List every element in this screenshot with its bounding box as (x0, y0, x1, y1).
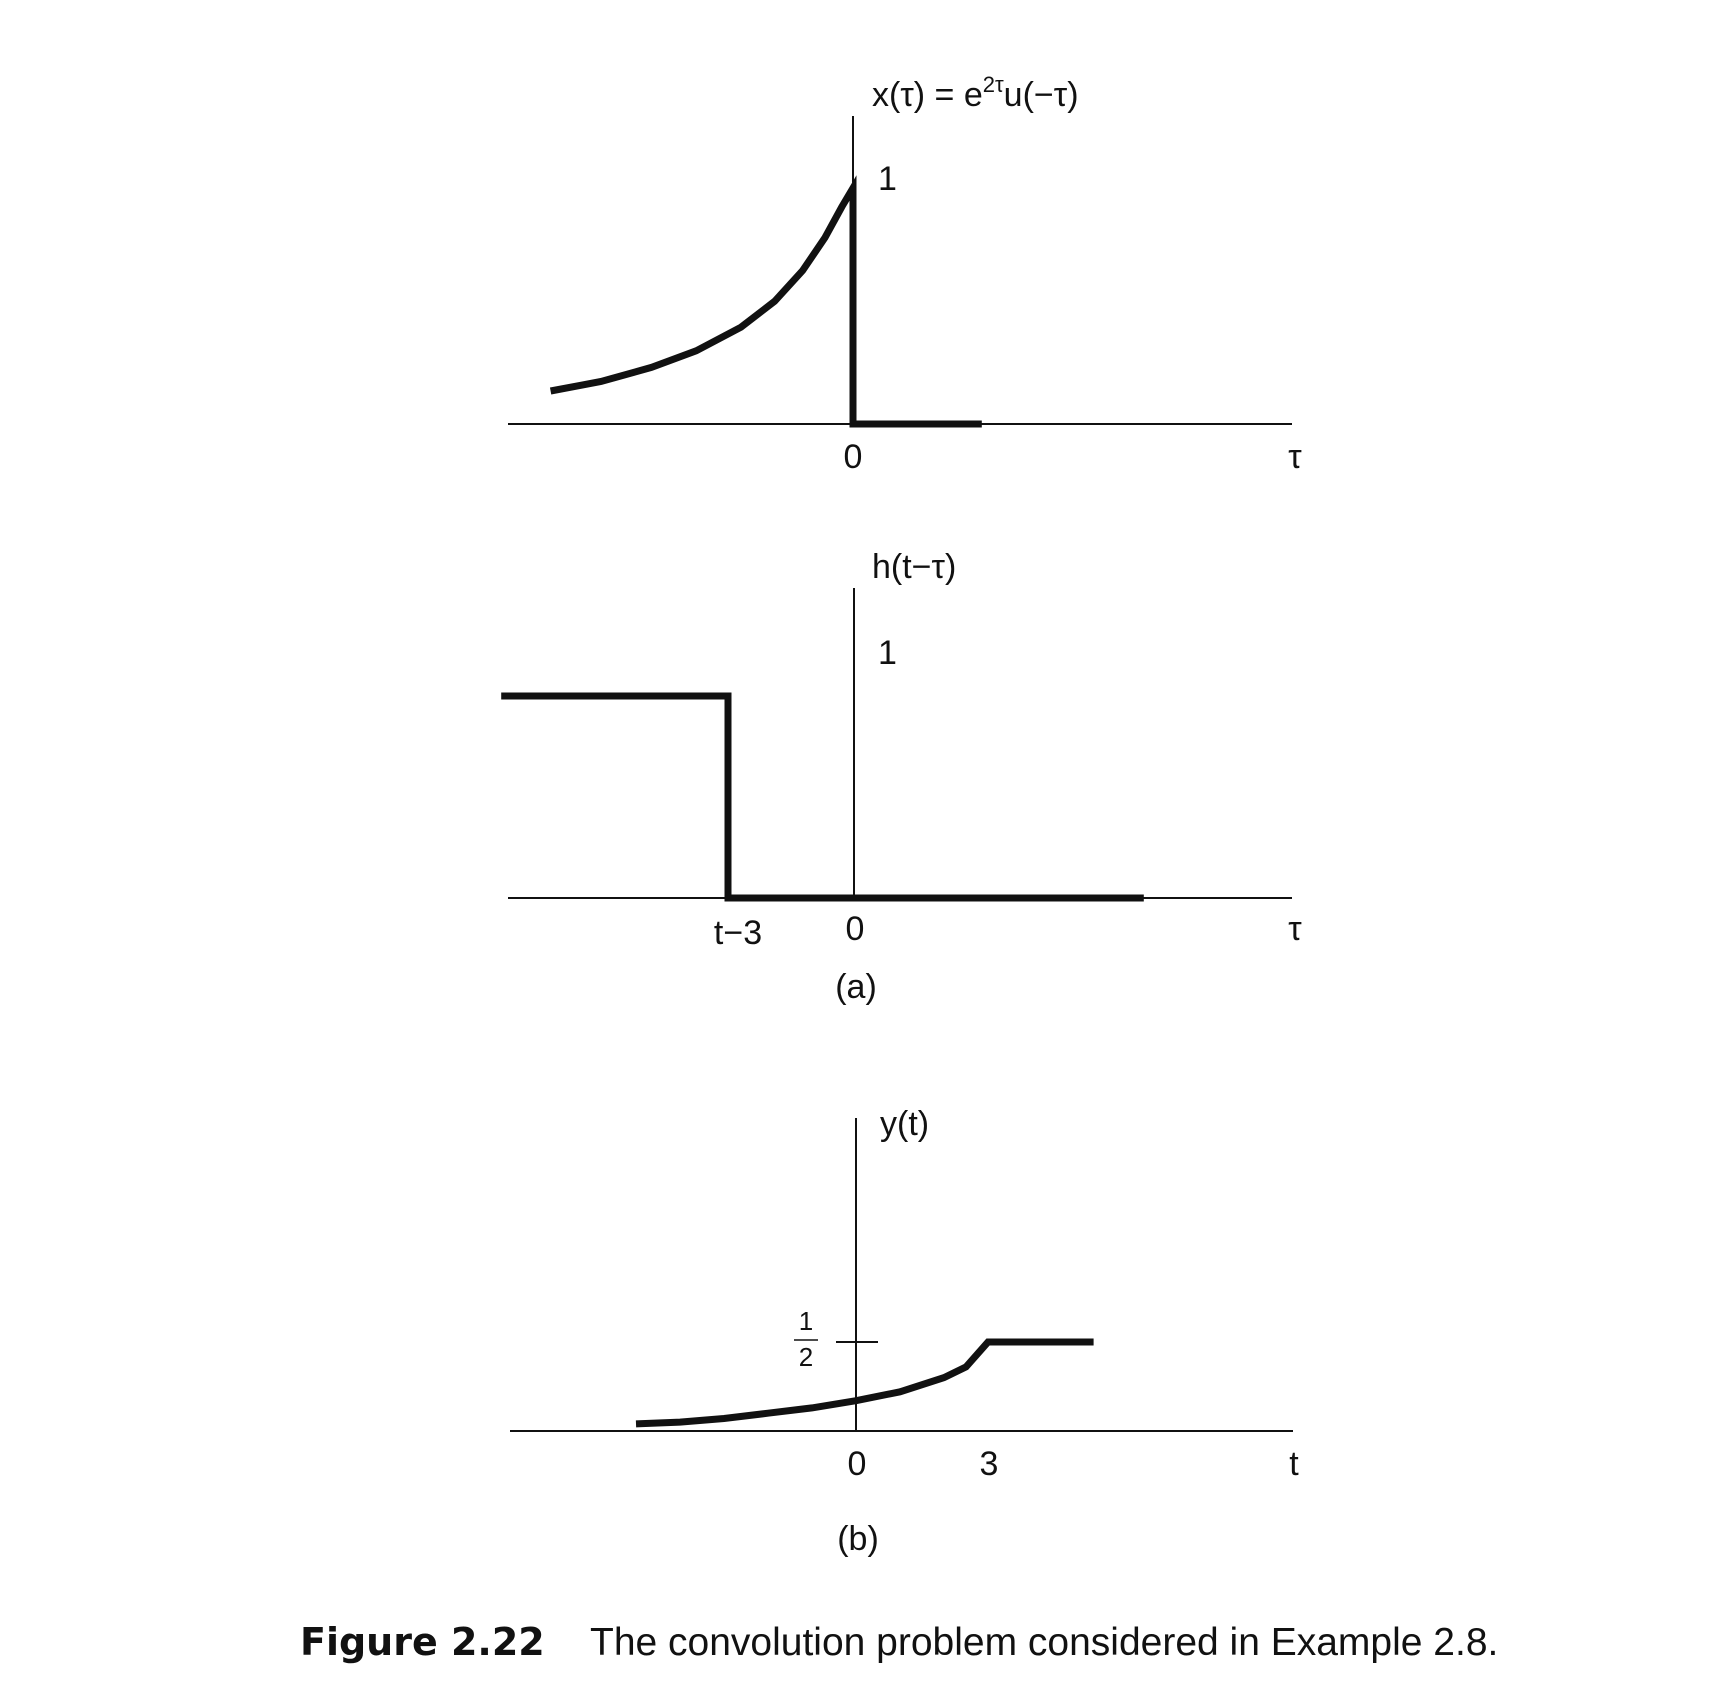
x-axis-label-tau: τ (1288, 438, 1302, 476)
panel-x-title: x(τ) = e2τu(−τ) (872, 72, 1079, 114)
panel-y-t: y(t) 1 2 0 3 t (b) (510, 1105, 1299, 1558)
x-axis-label-tau: τ (1288, 910, 1302, 948)
x-tick-label-t-minus-3: t−3 (714, 914, 762, 952)
y-tick-denominator: 2 (799, 1342, 813, 1372)
panel-y-title: y(t) (880, 1105, 929, 1143)
figure-caption: Figure 2.22 The convolution problem cons… (300, 1620, 1498, 1664)
y-tick-label-1: 1 (878, 160, 897, 198)
series-line-x-tau (549, 175, 982, 428)
y-tick-label-1: 1 (878, 634, 897, 672)
y-tick-numerator: 1 (799, 1306, 813, 1336)
x-tick-label-0: 0 (846, 910, 865, 948)
caption-number: Figure 2.22 (300, 1620, 545, 1664)
series-line-h (501, 692, 1144, 902)
panel-x-tau: x(τ) = e2τu(−τ) 1 0 τ (508, 72, 1302, 476)
caption-text: The convolution problem considered in Ex… (590, 1621, 1498, 1664)
panel-a-annotation: (a) (835, 968, 877, 1006)
x-tick-label-3: 3 (980, 1445, 999, 1483)
x-tick-label-0: 0 (844, 438, 863, 476)
y-tick-label-half: 1 2 (794, 1306, 818, 1372)
x-tick-label-0: 0 (848, 1445, 867, 1483)
series-line-y (635, 1338, 1094, 1428)
x-axis-label-t: t (1289, 1445, 1299, 1483)
panel-h-t-minus-tau: h(t−τ) 1 t−3 0 τ (a) (501, 548, 1302, 1006)
panel-h-title: h(t−τ) (872, 548, 956, 586)
panel-b-annotation: (b) (837, 1520, 879, 1558)
